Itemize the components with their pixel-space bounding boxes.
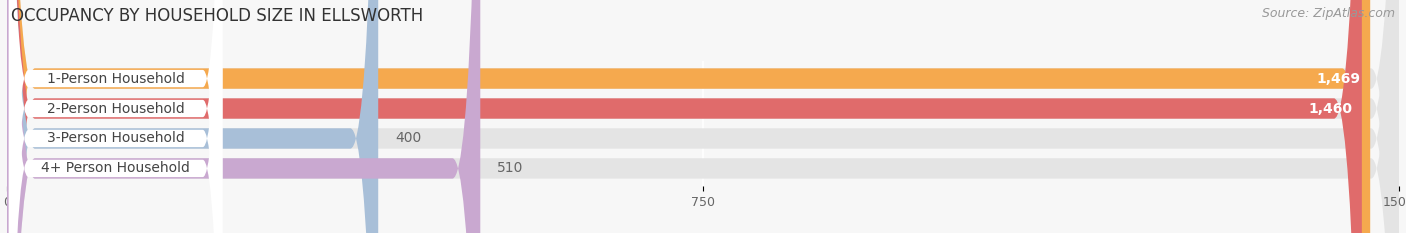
Text: 3-Person Household: 3-Person Household [46, 131, 184, 145]
Text: 2-Person Household: 2-Person Household [46, 102, 184, 116]
FancyBboxPatch shape [7, 0, 1399, 233]
Text: 510: 510 [496, 161, 523, 175]
FancyBboxPatch shape [7, 0, 1399, 233]
Text: 1,460: 1,460 [1309, 102, 1353, 116]
FancyBboxPatch shape [7, 0, 1399, 233]
Text: 1-Person Household: 1-Person Household [46, 72, 184, 86]
FancyBboxPatch shape [7, 0, 1399, 233]
FancyBboxPatch shape [7, 0, 1362, 233]
Text: 4+ Person Household: 4+ Person Household [41, 161, 190, 175]
FancyBboxPatch shape [7, 0, 378, 233]
FancyBboxPatch shape [7, 0, 481, 233]
FancyBboxPatch shape [8, 0, 222, 233]
FancyBboxPatch shape [8, 0, 222, 233]
FancyBboxPatch shape [7, 0, 1371, 233]
FancyBboxPatch shape [8, 0, 222, 233]
Text: 400: 400 [395, 131, 422, 145]
Text: Source: ZipAtlas.com: Source: ZipAtlas.com [1261, 7, 1395, 20]
FancyBboxPatch shape [8, 0, 222, 233]
Text: 1,469: 1,469 [1317, 72, 1361, 86]
Text: OCCUPANCY BY HOUSEHOLD SIZE IN ELLSWORTH: OCCUPANCY BY HOUSEHOLD SIZE IN ELLSWORTH [11, 7, 423, 25]
